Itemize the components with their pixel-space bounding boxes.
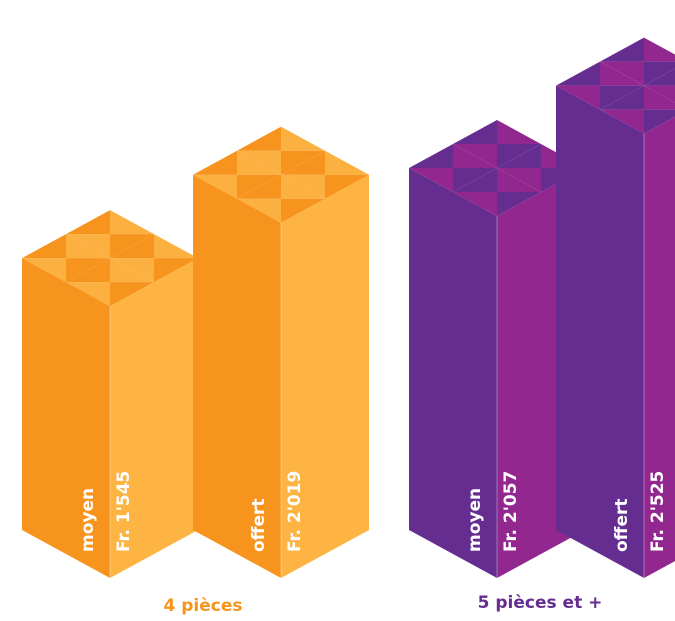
top-facet — [600, 61, 644, 86]
top-facet — [237, 198, 281, 223]
top-facet — [110, 210, 154, 235]
bar-value-label-4-pieces-moyen: Fr. 1'545 — [114, 471, 134, 552]
column-top-5-pieces-plus-moyen — [409, 120, 585, 216]
bar-value-label-4-pieces-offert: Fr. 2'019 — [285, 471, 305, 552]
top-facet — [409, 168, 453, 192]
column-right-face-5-pieces-plus-offert — [644, 116, 675, 578]
top-facet — [325, 174, 369, 199]
top-facet — [237, 150, 281, 175]
top-facet — [644, 85, 675, 110]
top-facet — [497, 192, 541, 216]
top-facet — [110, 282, 154, 307]
top-facet — [453, 192, 497, 216]
top-facet — [154, 258, 198, 283]
group-label-5-pieces-plus: 5 pièces et + — [477, 593, 603, 613]
bar-value-label-5-pieces-plus-offert: Fr. 2'525 — [648, 471, 668, 552]
top-facet — [281, 174, 325, 199]
top-facet — [66, 258, 110, 283]
top-facet — [66, 282, 110, 307]
column-top-5-pieces-plus-offert — [556, 37, 675, 134]
top-facet — [556, 85, 600, 110]
top-facet — [600, 37, 644, 62]
top-facet — [644, 37, 675, 62]
top-facet — [66, 210, 110, 235]
top-facet — [600, 109, 644, 134]
column-4-pieces-moyen: moyen Fr. 1'545 — [22, 210, 198, 578]
column-5-pieces-plus-offert: offert Fr. 2'525 — [556, 37, 675, 578]
bar-name-label-4-pieces-offert: offert — [249, 499, 269, 553]
top-facet — [644, 61, 675, 86]
top-facet — [497, 168, 541, 192]
top-facet — [237, 174, 281, 199]
top-facet — [22, 258, 66, 283]
top-facet — [281, 198, 325, 223]
bar-name-label-5-pieces-plus-offert: offert — [612, 499, 632, 553]
top-facet — [453, 144, 497, 168]
column-right-face-4-pieces-moyen — [110, 258, 198, 578]
top-facet — [600, 85, 644, 110]
top-facet — [193, 174, 237, 199]
column-left-face-5-pieces-plus-offert — [556, 85, 644, 578]
column-top-4-pieces-moyen — [22, 210, 198, 307]
top-facet — [453, 120, 497, 144]
top-facet — [193, 150, 237, 175]
top-facet — [644, 109, 675, 134]
top-facet — [281, 126, 325, 151]
column-left-face-4-pieces-moyen — [22, 258, 110, 578]
column-left-face-5-pieces-plus-moyen — [409, 168, 497, 578]
group-label-4-pieces: 4 pièces — [163, 596, 243, 616]
column-top-4-pieces-offert — [193, 126, 369, 223]
bar-value-label-5-pieces-plus-moyen: Fr. 2'057 — [501, 471, 521, 552]
top-facet — [237, 126, 281, 151]
top-facet — [644, 68, 675, 86]
top-facet — [453, 168, 497, 192]
top-facet — [22, 234, 66, 259]
top-facet — [110, 258, 154, 283]
bar-name-label-5-pieces-plus-moyen: moyen — [465, 488, 485, 552]
top-facet — [497, 144, 541, 168]
column-left-face-4-pieces-offert — [193, 174, 281, 578]
bar-name-label-4-pieces-moyen: moyen — [78, 488, 98, 552]
column-4-pieces-offert: offert Fr. 2'019 — [193, 126, 369, 578]
top-facet — [409, 144, 453, 168]
top-facet — [325, 150, 369, 175]
top-facet — [66, 234, 110, 259]
top-facet — [556, 61, 600, 86]
top-facet — [110, 234, 154, 259]
top-facet — [644, 85, 675, 103]
column-right-face-4-pieces-offert — [281, 174, 369, 578]
top-facet — [497, 120, 541, 144]
top-facet — [154, 234, 198, 259]
top-facet — [281, 150, 325, 175]
